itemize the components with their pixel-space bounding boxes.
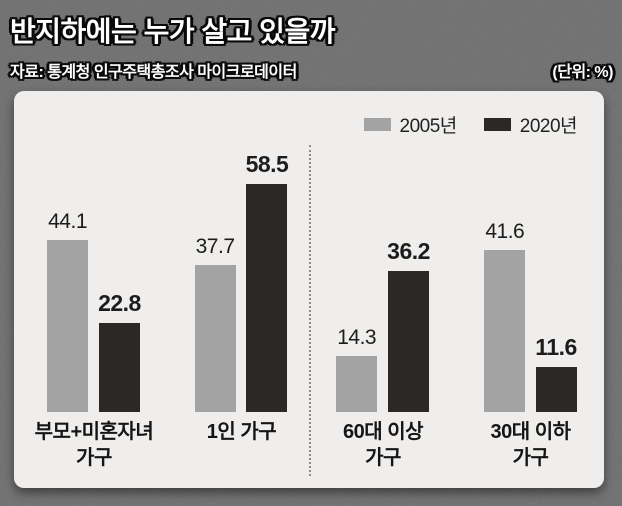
bar-value-label: 44.1 (48, 210, 87, 233)
legend-label-2020: 2020년 (519, 116, 578, 137)
page-title: 반지하에는 누가 살고 있을까 (10, 16, 335, 47)
bar-pair: 44.1 22.8 (47, 210, 141, 412)
bar-column: 58.5 (246, 151, 289, 412)
bar-column: 44.1 (47, 210, 89, 412)
bar-value-label: 36.2 (387, 238, 430, 264)
category-label: 60대 이상 가구 (343, 421, 424, 469)
bar-column: 14.3 (336, 326, 378, 412)
bar-column: 36.2 (387, 238, 430, 412)
bar-group: 41.6 11.6 30대 이하 가구 (484, 220, 577, 482)
bar-2005년 (194, 265, 236, 412)
bar-group: 37.7 58.5 1인 가구 (194, 151, 289, 482)
bar-chart: 44.1 22.8 부모+미혼자녀 가구 37.7 58.5 1인 가구 14.3 36.2 6… (14, 141, 604, 482)
category-label: 30대 이하 가구 (490, 421, 572, 469)
bar-2020년 (388, 271, 430, 412)
bar-2020년 (98, 323, 140, 412)
unit-label: (단위: %) (552, 64, 613, 81)
legend-swatch-2005 (363, 118, 391, 131)
bar-2005년 (484, 250, 526, 412)
bar-value-label: 11.6 (535, 334, 577, 360)
category-label: 1인 가구 (206, 421, 277, 443)
bar-2005년 (336, 356, 378, 412)
chart-half-left: 44.1 22.8 부모+미혼자녀 가구 37.7 58.5 1인 가구 (14, 141, 309, 482)
bar-pair: 14.3 36.2 (336, 238, 430, 412)
source-label: 자료: 통계청 인구주택총조사 마이크로데이터 (10, 64, 297, 81)
bar-value-label: 22.8 (98, 290, 141, 316)
bar-2020년 (535, 367, 577, 412)
bar-column: 41.6 (484, 220, 526, 412)
chart-half-right: 14.3 36.2 60대 이상 가구 41.6 11.6 30대 이하 가구 (309, 141, 604, 482)
bar-2005년 (47, 240, 89, 412)
bar-value-label: 41.6 (485, 220, 525, 243)
bar-pair: 41.6 11.6 (484, 220, 577, 412)
bar-group: 44.1 22.8 부모+미혼자녀 가구 (35, 210, 154, 482)
legend-swatch-2020 (483, 118, 511, 131)
category-label: 부모+미혼자녀 가구 (34, 421, 154, 469)
bar-value-label: 14.3 (337, 326, 377, 349)
bar-column: 11.6 (535, 334, 577, 412)
bar-value-label: 58.5 (245, 151, 289, 177)
bar-group: 14.3 36.2 60대 이상 가구 (336, 238, 430, 482)
source-row: 자료: 통계청 인구주택총조사 마이크로데이터 (단위: %) (10, 58, 613, 82)
bar-pair: 37.7 58.5 (194, 151, 289, 412)
bar-value-label: 37.7 (195, 235, 235, 258)
chart-panel: 2005년 2020년 44.1 22.8 부모+미혼자녀 가구 37.7 58.5 1인… (14, 91, 604, 488)
legend-item-2020: 2020년 (483, 111, 578, 138)
chart-legend: 2005년 2020년 (363, 111, 578, 138)
bar-2020년 (246, 184, 288, 412)
legend-item-2005: 2005년 (363, 111, 458, 138)
bar-column: 22.8 (98, 290, 141, 412)
legend-label-2005: 2005년 (399, 116, 458, 137)
bar-column: 37.7 (194, 235, 236, 412)
